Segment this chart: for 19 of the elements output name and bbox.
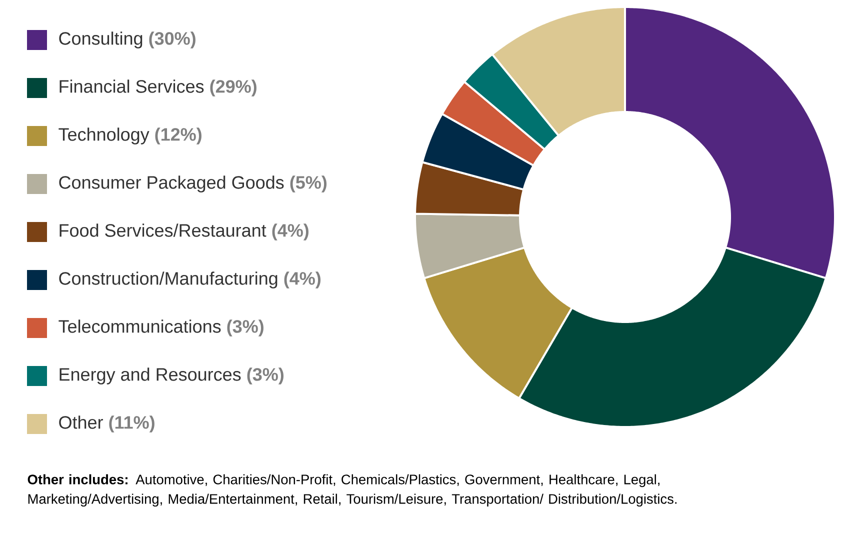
data-label: (3%) [227,320,264,336]
legend-label: Consumer Packaged Goods [59,176,284,192]
data-label: (12%) [155,128,202,144]
data-label: (4%) [272,224,308,240]
legend-label: Other [59,416,103,429]
data-label: (11%) [109,416,154,432]
legend-label: Financial Services [60,80,204,93]
legend-label: Construction/Manufacturing [59,272,278,288]
data-label: (4%) [284,272,320,288]
legend-label: Energy and Resources [60,368,241,384]
data-label: (30%) [149,32,196,48]
data-label: (3%) [247,368,284,384]
text: Other includes: Automotive, Charities/Non-Profit, Chemicals/Plastics, Government, Healthcare, Legal, Marketing/Advertising, Media/Entertainment, Retail, Tourism/Leisure, Transportation/ Distribution/Logistics. [28,474,677,507]
legend-label: Consulting [59,32,142,48]
data-label: (5%) [290,176,327,192]
data-label: (29%) [210,80,256,96]
legend-label: Technology [58,128,150,144]
legend-label: Telecommunications [58,320,221,333]
legend-label: Food Services/Restaurant [60,224,266,237]
